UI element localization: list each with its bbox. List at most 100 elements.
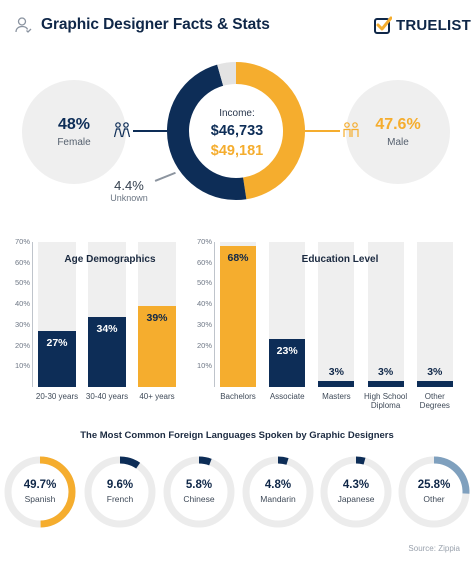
category-label: 20-30 years — [35, 392, 79, 401]
female-stat-circle: 48% Female — [22, 80, 126, 184]
page-title: Graphic Designer Facts & Stats — [41, 16, 270, 33]
y-tick-label: 10% — [14, 361, 30, 371]
category-label: Other Degrees — [419, 392, 450, 411]
y-tick-label: 50% — [14, 278, 30, 288]
education-level-chart: 70% 60% 50% 40% 30% 20% 10% Education Level 68% B… — [190, 237, 466, 413]
brand-name: TRUELIST — [396, 16, 471, 34]
male-people-icon — [343, 122, 359, 137]
bar-associate — [269, 339, 306, 387]
male-percent: 47.6% — [375, 116, 421, 133]
language-name: Spanish — [24, 494, 56, 504]
income-block: Income: $46,733 $49,181 — [195, 108, 279, 159]
bar-other-degrees — [416, 380, 453, 387]
donut-value-arc — [277, 456, 289, 465]
y-tick-label: 40% — [14, 299, 30, 309]
column-background — [318, 242, 355, 387]
donut-value-arc — [198, 456, 212, 466]
language-name: Mandarin — [260, 494, 296, 504]
language-percent: 25.8% — [417, 479, 451, 491]
y-tick-label: 20% — [196, 340, 212, 350]
y-axis-line — [32, 242, 33, 387]
bar-30-40-years — [88, 316, 126, 387]
male-label: Male — [387, 137, 409, 148]
unknown-stat: 4.4% Unknown — [104, 178, 154, 203]
male-stat-circle: 47.6% Male — [346, 80, 450, 184]
bar-value-label: 27% — [46, 337, 68, 350]
bar-value-label: 68% — [227, 252, 249, 265]
language-donut-mandarin — [242, 456, 314, 528]
unknown-percent: 4.4% — [114, 178, 144, 193]
donut-track — [163, 456, 235, 528]
income-gender-donut — [167, 62, 305, 200]
y-tick-label: 30% — [196, 319, 212, 329]
donut-track — [320, 456, 392, 528]
y-tick-label: 30% — [14, 319, 30, 329]
chart-title: Education Level — [301, 254, 379, 265]
brand-logo[interactable]: TRUELIST — [374, 14, 471, 36]
y-tick-label: 20% — [14, 340, 30, 350]
donut-track — [84, 456, 156, 528]
income-female-value: $46,733 — [210, 123, 264, 139]
language-percent: 4.3% — [342, 479, 370, 491]
y-tick-label: 70% — [14, 237, 30, 246]
chart-title: Age Demographics — [64, 254, 156, 265]
y-tick-label: 70% — [196, 237, 212, 246]
donut-track — [242, 456, 314, 528]
male-connector-line — [305, 130, 340, 132]
income-label: Income: — [219, 108, 255, 119]
category-label: High School Diploma — [364, 392, 408, 411]
user-profile-icon — [15, 17, 32, 33]
checkbox-logo-icon — [374, 16, 392, 34]
y-tick-label: 60% — [196, 257, 212, 267]
category-label: 30-40 years — [85, 392, 129, 401]
donut-value-arc — [355, 456, 366, 465]
male-share-arc — [235, 62, 305, 200]
column-background — [416, 242, 453, 387]
age-demographics-chart: 70% 60% 50% 40% 30% 20% 10% Age Demographics 27%… — [8, 237, 188, 408]
category-label: Masters — [322, 392, 351, 401]
language-percent: 49.7% — [23, 479, 57, 491]
language-percent: 5.8% — [185, 479, 213, 491]
bar-masters — [318, 380, 355, 387]
bar-value-label: 23% — [276, 345, 298, 358]
y-axis-line — [214, 242, 215, 387]
unknown-label: Unknown — [110, 193, 148, 203]
language-percent: 4.8% — [264, 479, 292, 491]
language-name: Chinese — [183, 494, 215, 504]
bar-value-label: 3% — [328, 365, 344, 378]
language-percent: 9.6% — [106, 479, 134, 491]
language-donut-french — [84, 456, 156, 528]
column-background — [367, 242, 404, 387]
unknown-share-arc — [217, 62, 237, 86]
language-donut-spanish — [4, 456, 76, 528]
bar-value-label: 3% — [378, 365, 394, 378]
bar-high-school-diploma — [367, 380, 404, 387]
category-label: Associate — [269, 392, 305, 401]
donut-value-arc — [39, 456, 76, 528]
languages-donut-row: 49.7% Spanish 9.6% French 5.8% Chinese 4.8% Man… — [0, 452, 474, 536]
income-male-value: $49,181 — [210, 143, 264, 159]
y-tick-label: 50% — [196, 278, 212, 288]
language-donut-chinese — [163, 456, 235, 528]
language-name: French — [106, 494, 134, 504]
category-label: 40+ years — [139, 392, 175, 401]
donut-value-arc — [433, 456, 470, 494]
category-label: Bachelors — [220, 392, 256, 401]
female-connector-line — [133, 130, 167, 132]
donut-value-arc — [119, 456, 141, 469]
language-donut-other — [398, 456, 470, 528]
female-people-icon — [113, 122, 131, 138]
languages-title: The Most Common Foreign Languages Spoken… — [80, 430, 394, 441]
bar-bachelors — [220, 246, 256, 387]
y-tick-label: 40% — [196, 299, 212, 309]
language-name: Other — [423, 494, 445, 504]
female-label: Female — [57, 137, 91, 148]
language-donut-japanese — [320, 456, 392, 528]
language-name: Japanese — [337, 494, 375, 504]
female-percent: 48% — [57, 116, 91, 133]
y-tick-label: 60% — [14, 257, 30, 267]
bar-40-years — [138, 306, 176, 387]
female-share-arc — [167, 64, 247, 200]
bar-value-label: 3% — [427, 365, 443, 378]
bar-20-30-years — [38, 331, 76, 387]
